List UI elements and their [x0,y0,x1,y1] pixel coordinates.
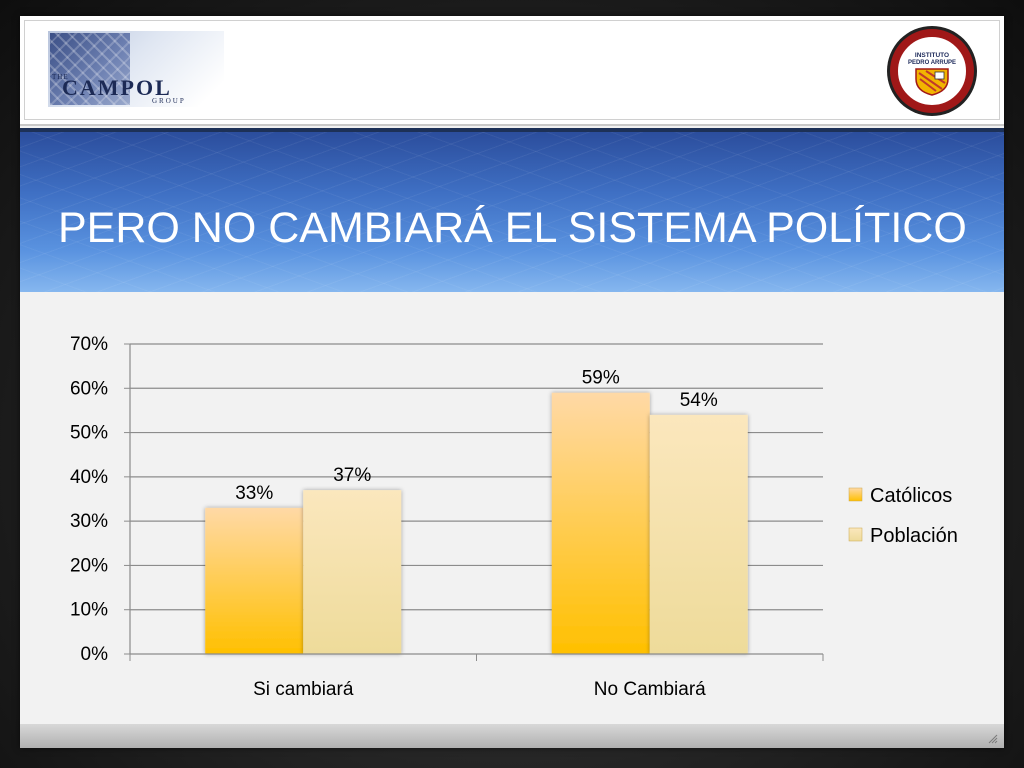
slide-title: PERO NO CAMBIARÁ EL SISTEMA POLÍTICO [58,204,967,252]
bar-catolicos [551,392,650,654]
title-band: PERO NO CAMBIARÁ EL SISTEMA POLÍTICO [20,128,1004,292]
bar-data-label: 37% [333,465,371,486]
slide: THE CAMPOL GROUP INSTITUTO PEDRO ARRUPE … [20,16,1004,748]
y-tick-label: 10% [70,600,108,621]
x-category-label: Si cambiará [253,679,354,700]
svg-text:INSTITUTO: INSTITUTO [915,52,949,59]
logo-square [50,33,130,105]
campol-logo: THE CAMPOL GROUP [48,31,224,107]
logo-small-text-top: THE [52,73,69,81]
legend-swatch-catolicos [848,487,863,502]
bar-catolicos [205,507,304,654]
logo-small-text-bottom: GROUP [152,97,186,105]
title-band-topline [20,128,1004,132]
header-frame [24,20,1000,120]
logo-wordmark: CAMPOL [62,75,172,100]
legend-swatch-poblacion [848,527,863,542]
y-tick-label: 50% [70,423,108,444]
legend-label: Población [870,525,958,547]
legend: Católicos Población [848,485,958,547]
x-category-label: No Cambiará [594,679,706,700]
bar-data-label: 59% [582,368,620,389]
bar-data-label: 54% [680,390,718,411]
slide-footer-bar [20,724,1004,748]
instituto-pedro-arrupe-seal: INSTITUTO PEDRO ARRUPE [887,26,977,116]
bar-poblacion [303,490,402,654]
bar-data-label: 33% [235,483,273,504]
data-labels: 33% 37% 59% 54% [235,368,718,504]
y-tick-label: 40% [70,467,108,488]
slide-header: THE CAMPOL GROUP INSTITUTO PEDRO ARRUPE [20,16,1004,126]
y-tick-label: 20% [70,555,108,576]
legend-label: Católicos [870,485,952,507]
y-tick-label: 30% [70,511,108,532]
bar-poblacion [649,414,748,654]
axes: 0% 10% 20% 30% 40% 50% 60% 70% Si cambiará No Cam… [70,334,824,700]
y-tick-label: 0% [81,644,109,665]
y-tick-label: 70% [70,334,108,355]
bars [205,392,748,654]
y-tick-label: 60% [70,378,108,399]
svg-text:PEDRO ARRUPE: PEDRO ARRUPE [908,60,956,66]
resize-grip-icon [988,734,998,744]
